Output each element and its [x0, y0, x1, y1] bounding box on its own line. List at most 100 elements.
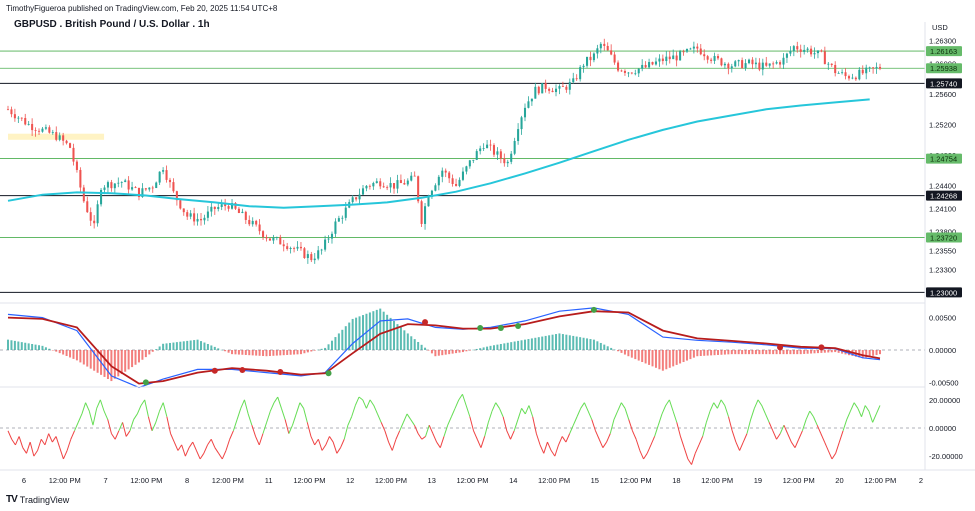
oscillator-segment	[798, 430, 803, 440]
price-level-badge-text: 1.24268	[930, 192, 957, 201]
candle-body	[293, 248, 296, 249]
macd-histogram-bar	[151, 350, 154, 352]
candle-body	[441, 170, 444, 177]
macd-histogram-bar	[434, 350, 437, 357]
tradingview-logo[interactable]: TV TradingView	[6, 494, 69, 505]
macd-histogram-bar	[761, 350, 764, 355]
candle-body	[620, 70, 623, 72]
candle-body	[875, 66, 878, 69]
macd-histogram-bar	[155, 349, 158, 350]
candle-body	[251, 220, 254, 225]
oscillator-segment	[716, 399, 722, 409]
oscillator-segment	[292, 413, 297, 426]
oscillator-segment	[753, 399, 759, 409]
oscillator-segment	[476, 439, 482, 448]
macd-histogram-bar	[603, 344, 606, 350]
oscillator-segment	[77, 413, 83, 423]
candle-body	[482, 148, 485, 149]
candle-body	[327, 238, 330, 240]
oscillator-segment	[436, 441, 441, 448]
macd-histogram-bar	[427, 350, 430, 351]
candle-body	[503, 158, 506, 164]
macd-histogram-bar	[623, 350, 626, 355]
macd-histogram-bar	[720, 350, 723, 355]
candle-body	[20, 117, 23, 119]
oscillator-segment	[225, 439, 231, 451]
oscillator-segment	[295, 402, 301, 415]
macd-histogram-bar	[503, 343, 506, 350]
macd-histogram-bar	[213, 346, 216, 350]
oscillator-segment	[679, 436, 685, 448]
time-tick-label: 12:00 PM	[456, 476, 488, 485]
macd-histogram-bar	[744, 350, 747, 355]
tradingview-logo-icon: TV	[6, 494, 18, 505]
candle-body	[413, 175, 416, 177]
candle-body	[565, 86, 568, 90]
candle-body	[579, 67, 582, 80]
macd-histogram-bar	[492, 345, 495, 350]
candle-body	[648, 62, 651, 68]
candle-body	[768, 63, 771, 66]
oscillator-segment	[580, 402, 585, 409]
oscillator-segment	[676, 422, 681, 437]
oscillator-segment	[18, 436, 24, 448]
candle-body	[841, 72, 844, 74]
oscillator-segment	[750, 408, 755, 420]
macd-histogram-bar	[717, 350, 720, 355]
candle-body	[403, 183, 406, 185]
time-tick-label: 12:00 PM	[620, 476, 652, 485]
time-tick-label: 12:00 PM	[783, 476, 815, 485]
candle-body	[682, 51, 685, 53]
macd-histogram-bar	[444, 350, 447, 355]
candle-body	[137, 187, 141, 198]
candle-body	[165, 170, 168, 180]
macd-histogram-bar	[206, 343, 209, 350]
time-tick-label: 12:00 PM	[293, 476, 325, 485]
macd-histogram-bar	[796, 350, 799, 355]
oscillator-segment	[831, 453, 837, 460]
oscillator-segment	[820, 433, 826, 443]
time-tick-label: 12:00 PM	[375, 476, 407, 485]
macd-histogram-bar	[692, 350, 695, 358]
time-tick-label: 20	[835, 476, 843, 485]
oscillator-segment	[173, 441, 179, 451]
oscillator-segment	[136, 405, 142, 415]
crossover-dot	[777, 344, 784, 351]
oscillator-segment	[107, 419, 112, 434]
price-tick-label: 1.26300	[929, 37, 956, 46]
macd-tick-label: 0.00000	[929, 346, 956, 355]
oscillator-segment	[118, 422, 124, 432]
candle-body	[10, 109, 13, 115]
oscillator-segment	[683, 447, 689, 460]
macd-histogram-bar	[106, 350, 109, 379]
oscillator-segment	[40, 438, 46, 446]
oscillator-segment	[85, 402, 90, 412]
candle-body	[465, 166, 468, 172]
oscillator-segment	[639, 450, 644, 460]
candle-body	[513, 141, 516, 154]
oscillator-segment	[447, 416, 452, 426]
macd-histogram-bar	[568, 335, 571, 350]
candle-body	[554, 88, 558, 93]
oscillator-segment	[37, 439, 42, 451]
macd-histogram-bar	[706, 350, 709, 356]
price-level-badge	[926, 78, 962, 89]
candle-body	[355, 197, 358, 200]
macd-histogram-bar	[268, 350, 271, 357]
price-level-badge	[926, 232, 962, 243]
candle-body	[306, 254, 309, 259]
macd-histogram-bar	[544, 335, 547, 350]
oscillator-segment	[535, 433, 541, 446]
macd-histogram-bar	[406, 333, 409, 350]
macd-histogram-bar	[789, 350, 792, 355]
candle-body	[372, 183, 375, 187]
oscillator-segment	[498, 408, 504, 417]
candle-body	[258, 224, 261, 232]
oscillator-segment	[247, 413, 253, 426]
time-tick-label: 12	[346, 476, 354, 485]
oscillator-segment	[473, 430, 478, 440]
macd-tick-label: -0.00500	[929, 378, 959, 387]
macd-histogram-bar	[255, 350, 258, 356]
oscillator-segment	[827, 450, 833, 460]
